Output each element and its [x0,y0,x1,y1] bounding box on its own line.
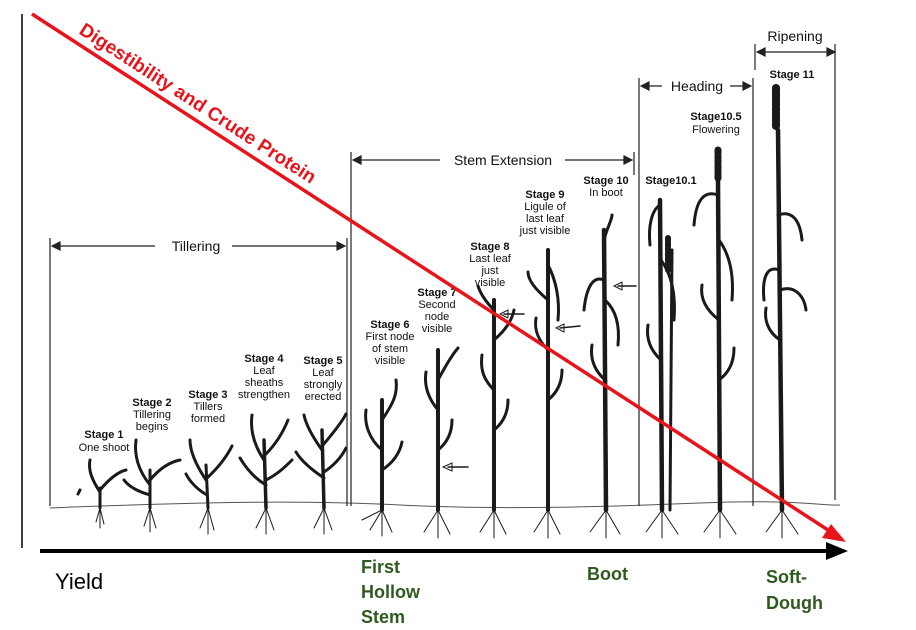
plant-illustration-stage-10-1 [645,197,679,539]
svg-text:Tillering: Tillering [133,409,171,421]
plant-illustration-stage-1 [76,458,128,529]
svg-text:Stage 9: Stage 9 [525,189,564,201]
svg-text:of stem: of stem [372,343,408,355]
svg-text:Stage 2: Stage 2 [132,397,171,409]
stage-label-8: Stage 8 Last leaf just visible [469,241,512,289]
svg-text:Stage 3: Stage 3 [188,389,227,401]
svg-text:visible: visible [422,323,453,335]
period-heading [638,78,754,506]
stage-label-11: Stage 11 [770,69,815,81]
stage-label-2: Stage 2 Tillering begins [132,397,171,433]
svg-text:Boot: Boot [587,564,628,584]
trend-arrow-head [822,524,846,542]
svg-text:node: node [425,311,449,323]
period-ripening [754,44,837,500]
milestone-boot: Boot [587,564,628,584]
svg-text:One shoot: One shoot [79,442,130,454]
svg-text:strengthen: strengthen [238,389,290,401]
svg-text:formed: formed [191,413,225,425]
svg-text:visible: visible [475,277,506,289]
svg-text:begins: begins [136,421,169,433]
plant-illustration-stage-2 [122,438,182,533]
stage-label-10-1: Stage10.1 [645,175,696,187]
period-label-tillering: Tillering [172,238,221,254]
svg-text:last leaf: last leaf [526,213,565,225]
period-label-heading: Heading [671,78,723,94]
plant-illustration-stage-8 [476,284,525,539]
svg-text:Stage 7: Stage 7 [417,287,456,299]
milestone-first-hollow-stem: First Hollow Stem [361,557,421,627]
stage-label-3: Stage 3 Tillers formed [188,389,227,425]
svg-text:First: First [361,557,400,577]
svg-text:Stage 5: Stage 5 [303,355,342,367]
svg-text:visible: visible [375,355,406,367]
svg-text:Stage 1: Stage 1 [84,429,123,441]
svg-text:strongly: strongly [304,379,343,391]
svg-text:Leaf: Leaf [312,367,334,379]
svg-text:Stem: Stem [361,607,405,627]
ground-line [49,501,841,509]
milestone-soft-dough: Soft- Dough [766,567,823,613]
period-tillering [49,238,348,506]
svg-text:Second: Second [418,299,455,311]
svg-text:In boot: In boot [589,187,623,199]
svg-text:Stage 11: Stage 11 [770,69,815,81]
svg-text:Stage10.5: Stage10.5 [690,111,741,123]
plant-illustration-stage-11 [762,84,808,539]
yield-label: Yield [55,569,103,594]
svg-text:Stage 6: Stage 6 [370,319,409,331]
stage-label-10: Stage 10 In boot [583,175,628,199]
stage-label-9: Stage 9 Ligule of last leaf just visible [519,189,571,237]
stage-label-7: Stage 7 Second node visible [417,287,456,335]
svg-text:Last leaf: Last leaf [469,253,512,265]
period-stem-extension [350,152,635,506]
svg-text:just visible: just visible [519,225,571,237]
svg-text:Flowering: Flowering [692,124,740,136]
trend-arrow-line [31,12,829,532]
svg-text:sheaths: sheaths [245,377,284,389]
svg-text:Tillers: Tillers [194,401,223,413]
svg-text:Hollow: Hollow [361,582,421,602]
svg-text:Stage 8: Stage 8 [470,241,509,253]
stage-label-5: Stage 5 Leaf strongly erected [303,355,342,403]
stage-label-10-5: Stage10.5 Flowering [690,111,741,136]
svg-text:Stage 4: Stage 4 [244,353,284,365]
svg-text:Dough: Dough [766,593,823,613]
period-label-stem-extension: Stem Extension [454,152,552,168]
svg-text:just: just [480,265,498,277]
svg-text:Ligule of: Ligule of [524,201,567,213]
plant-illustration-stage-10 [582,213,637,539]
plant-illustration-stage-5 [294,412,348,535]
plant-illustration-stage-7 [423,346,469,539]
period-label-ripening: Ripening [767,28,822,44]
stage-label-6: Stage 6 First node of stem visible [366,319,415,367]
stage-label-4: Stage 4 Leaf sheaths strengthen [238,353,290,401]
svg-text:erected: erected [305,391,342,403]
plant-illustration-stage-4 [238,413,294,535]
svg-text:Leaf: Leaf [253,365,275,377]
plant-illustration-stage-9 [526,248,581,539]
svg-text:Stage10.1: Stage10.1 [645,175,696,187]
trend-label: Digestibility and Crude Protein [75,20,319,189]
plant-illustration-stage-10-5 [692,146,737,539]
svg-text:First node: First node [366,331,415,343]
plant-illustration-stage-3 [184,438,234,535]
plant-illustration-stage-6 [361,378,404,537]
stage-label-1: Stage 1 One shoot [79,429,130,454]
svg-text:Stage 10: Stage 10 [583,175,628,187]
svg-text:Soft-: Soft- [766,567,807,587]
time-axis-arrowhead [826,542,848,560]
